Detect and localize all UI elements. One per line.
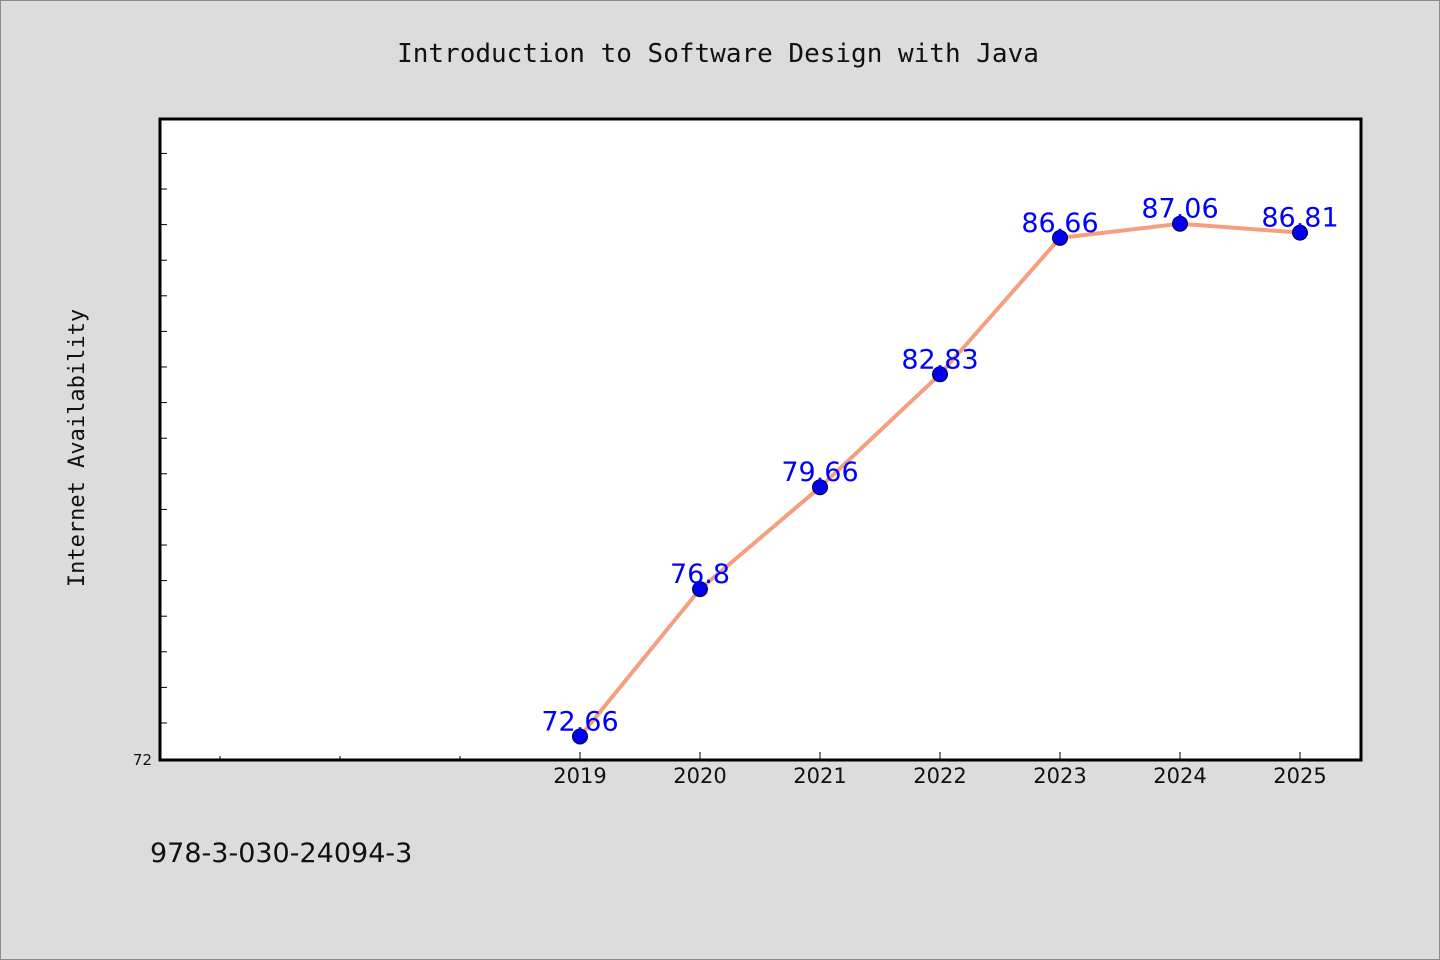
data-labels: 72.66 76.8 79.66 82.83 86.66 87.06 86.81 (541, 194, 1338, 738)
data-label: 76.8 (670, 559, 730, 590)
data-label: 82.83 (901, 344, 978, 375)
x-axis-ticks: 2019 2020 2021 2022 2023 2024 2025 (553, 752, 1327, 788)
x-axis-minor-ticks (219, 756, 461, 760)
data-label: 72.66 (541, 707, 618, 738)
x-tick-label: 2025 (1273, 764, 1326, 788)
data-point (692, 581, 708, 598)
x-tick-label: 2021 (793, 764, 846, 788)
data-point (1292, 224, 1308, 241)
data-label: 86.81 (1261, 203, 1338, 234)
data-point (1052, 229, 1068, 246)
chart-title: Introduction to Software Design with Jav… (397, 39, 1039, 69)
data-label: 79.66 (781, 457, 858, 488)
footer-isbn: 978-3-030-24094-3 (150, 838, 412, 869)
x-tick-label: 2022 (913, 764, 966, 788)
x-tick-label: 2024 (1153, 764, 1206, 788)
y-axis-ticks: 72 (133, 152, 167, 769)
x-tick-label: 2020 (673, 764, 726, 788)
x-tick-label: 2019 (553, 764, 606, 788)
data-point (812, 479, 828, 496)
y-tick-label: 72 (133, 751, 152, 769)
x-tick-label: 2023 (1033, 764, 1086, 788)
data-markers (572, 215, 1308, 745)
data-label: 86.66 (1021, 208, 1098, 239)
data-point (932, 366, 948, 383)
data-point (1172, 215, 1188, 232)
y-axis-label: Internet Availability (65, 309, 90, 587)
data-point (572, 728, 588, 745)
data-label: 87.06 (1141, 194, 1218, 225)
